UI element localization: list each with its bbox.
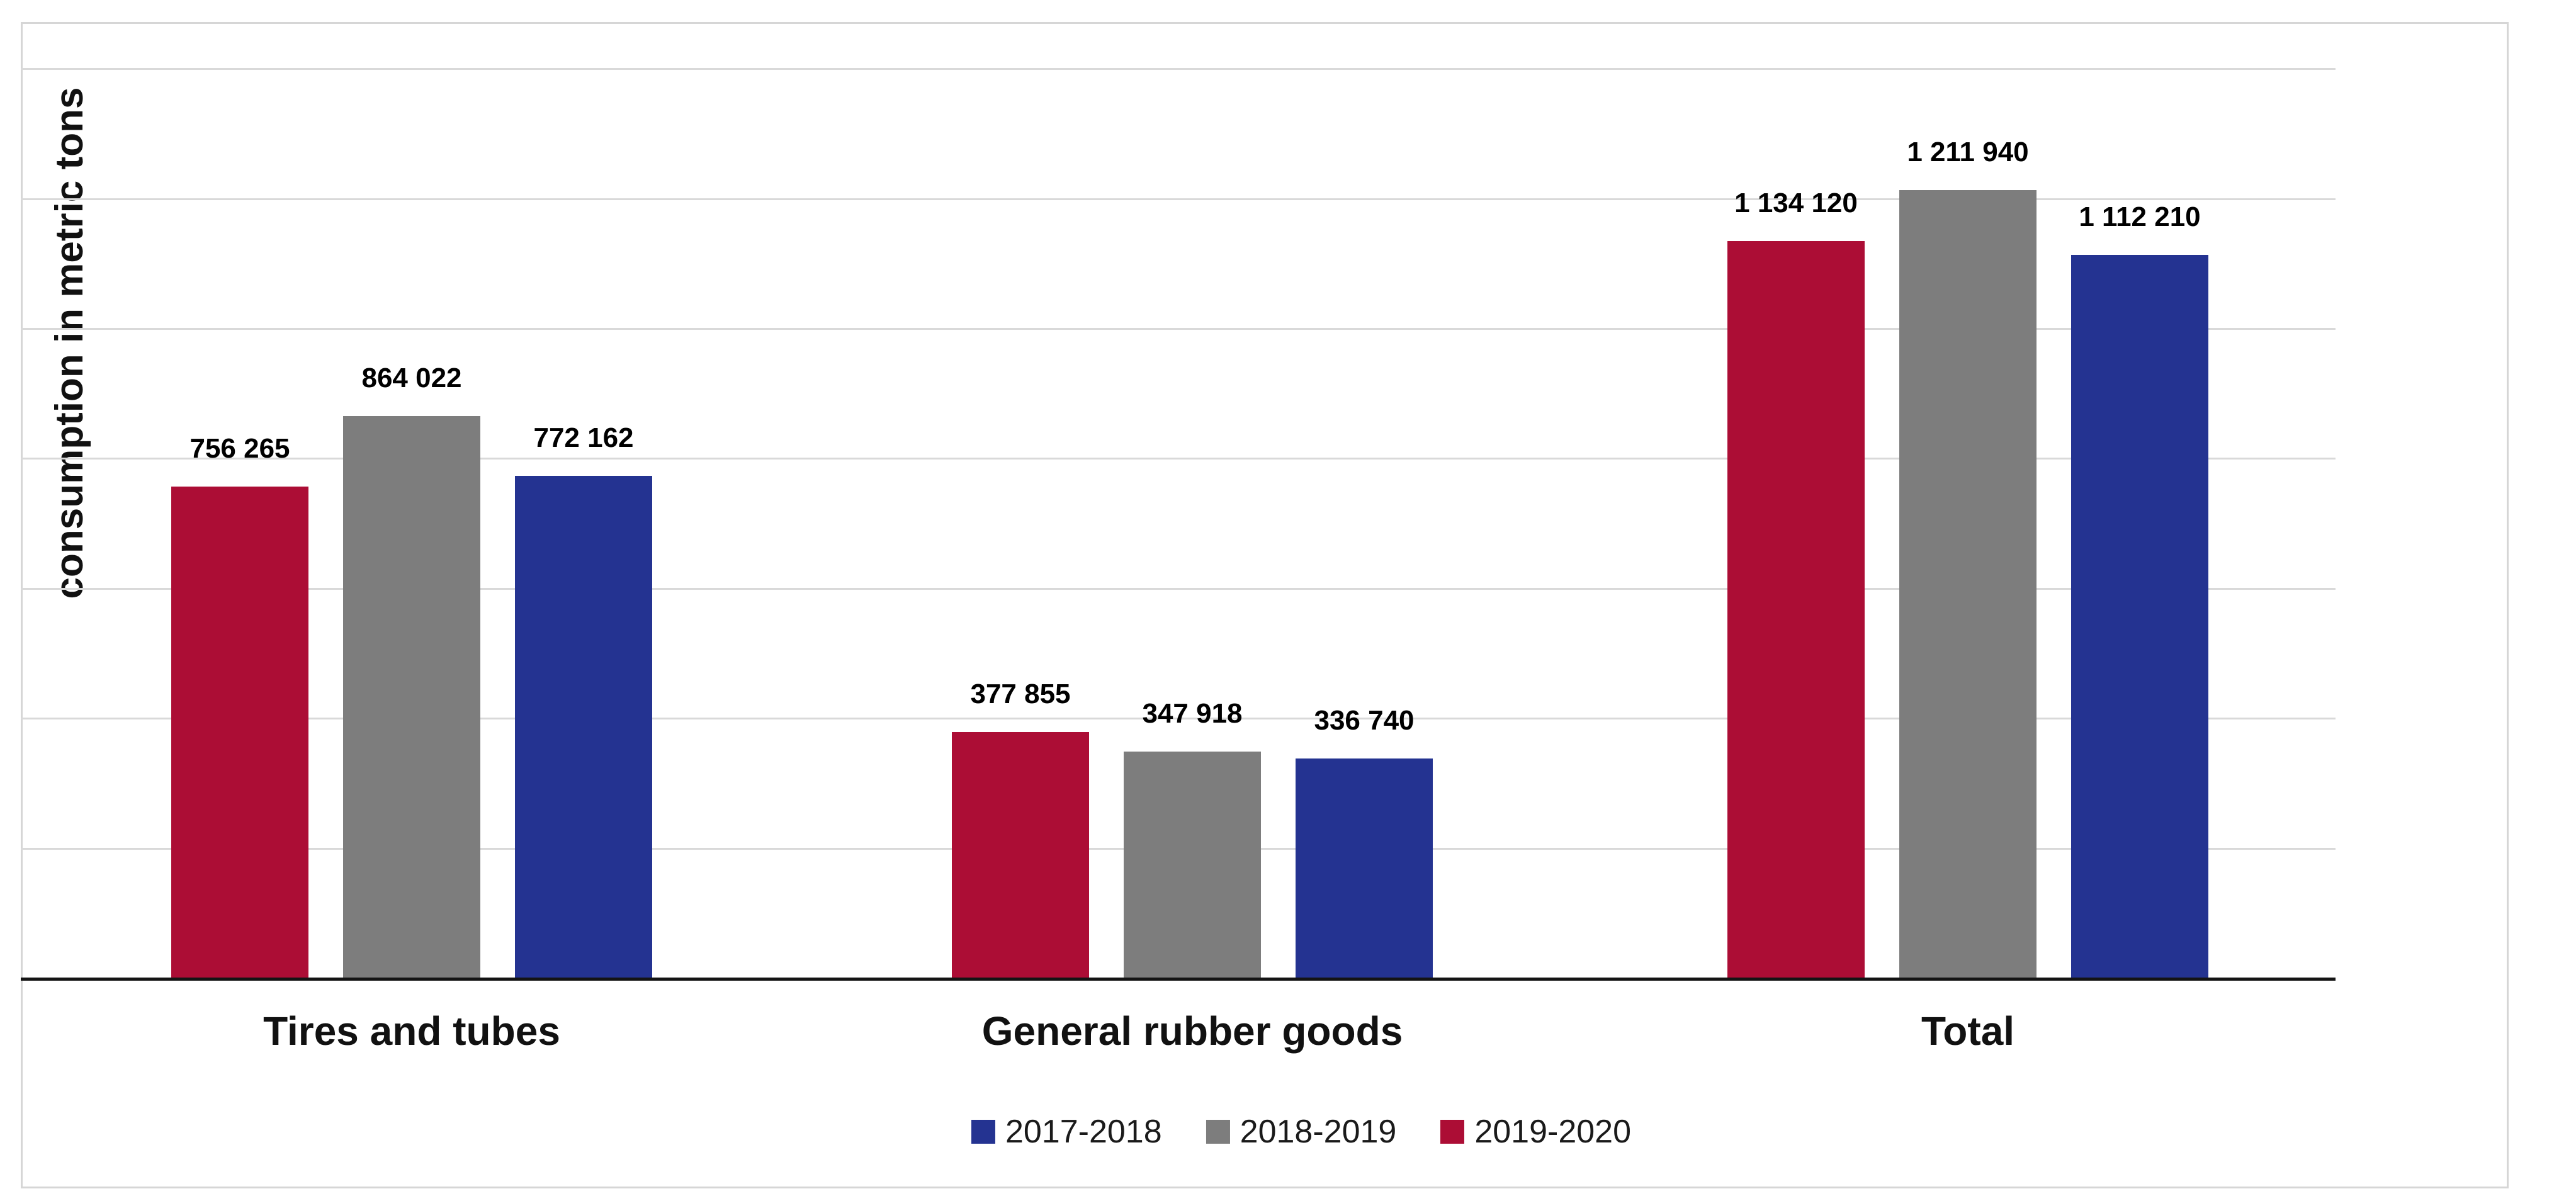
bar-2017-2018-total: [2071, 255, 2208, 978]
gridline-600000: [21, 588, 2336, 590]
legend-item-2017-2018: 2017-2018: [971, 1115, 1162, 1148]
category-label-tires-and-tubes: Tires and tubes: [263, 1008, 560, 1054]
legend-label-2017-2018: 2017-2018: [1005, 1114, 1162, 1150]
legend-item-2019-2020: 2019-2020: [1440, 1115, 1631, 1148]
value-label-2017-2018-general-rubber-goods: 336 740: [1314, 705, 1415, 736]
category-label-total: Total: [1921, 1008, 2015, 1054]
gridline-800000: [21, 458, 2336, 460]
x-axis-line: [21, 978, 2336, 981]
legend-item-2018-2019: 2018-2019: [1206, 1114, 1397, 1150]
legend-swatch-2017-2018: [971, 1120, 995, 1144]
bar-2017-2018-tires-and-tubes: [515, 476, 652, 978]
value-label-2017-2018-total: 1 112 210: [2079, 201, 2201, 232]
legend-swatch-2018-2019: [1206, 1120, 1230, 1144]
bar-2019-2020-tires-and-tubes: [171, 487, 308, 978]
legend: 2017-2018 2018-2019 2019-2020: [971, 1115, 1631, 1148]
bar-2018-2019-tires-and-tubes: [343, 416, 480, 978]
value-label-2018-2019-total: 1 211 940: [1907, 137, 2029, 167]
legend-label-2018-2019: 2018-2019: [1240, 1114, 1397, 1150]
value-label-2017-2018-tires-and-tubes: 772 162: [533, 422, 634, 453]
legend-swatch-2019-2020: [1440, 1120, 1465, 1144]
value-label-2019-2020-general-rubber-goods: 377 855: [970, 679, 1071, 709]
gridline-1200000: [21, 198, 2336, 200]
y-axis-title: consumption in metric tons: [48, 87, 91, 599]
bar-2017-2018-general-rubber-goods: [1296, 758, 1433, 978]
legend-label-2019-2020: 2019-2020: [1474, 1114, 1632, 1150]
bar-2019-2020-general-rubber-goods: [952, 732, 1089, 978]
value-label-2018-2019-tires-and-tubes: 864 022: [361, 363, 462, 393]
bar-2018-2019-general-rubber-goods: [1124, 752, 1261, 978]
value-label-2019-2020-tires-and-tubes: 756 265: [189, 433, 290, 464]
category-label-general-rubber-goods: General rubber goods: [981, 1008, 1403, 1054]
bar-2018-2019-total: [1899, 190, 2037, 978]
bar-2019-2020-total: [1727, 241, 1865, 978]
value-label-2018-2019-general-rubber-goods: 347 918: [1142, 698, 1243, 729]
value-label-2019-2020-total: 1 134 120: [1734, 188, 1858, 218]
gridline-400000: [21, 718, 2336, 719]
gridline-1400000: [21, 68, 2336, 70]
gridline-1000000: [21, 328, 2336, 330]
